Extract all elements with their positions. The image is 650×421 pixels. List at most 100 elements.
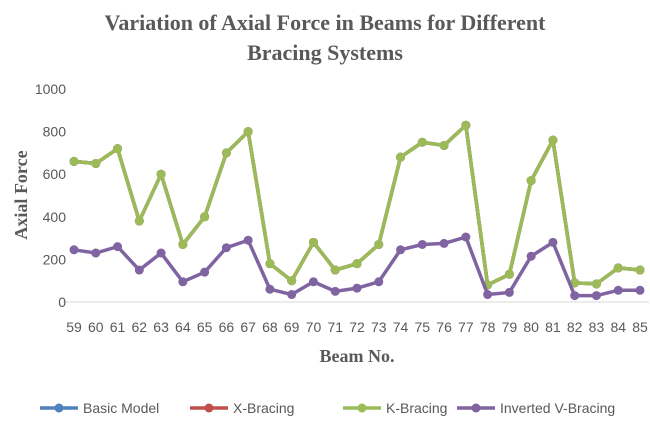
series-group [69, 120, 645, 301]
data-point-k-bracing [221, 148, 231, 158]
y-tick-label: 0 [58, 294, 66, 310]
x-tick-label: 59 [66, 319, 82, 335]
x-tick-label: 81 [545, 319, 561, 335]
data-point-inverted-v-bracing [548, 237, 558, 247]
series-inverted-v-bracing [69, 232, 645, 301]
data-point-k-bracing [243, 127, 253, 137]
data-point-k-bracing [548, 135, 558, 145]
x-tick-label: 63 [153, 319, 169, 335]
y-axis-title: Axial Force [11, 150, 31, 239]
data-point-k-bracing [287, 276, 297, 286]
data-point-inverted-v-bracing [613, 285, 623, 295]
x-tick-label: 83 [589, 319, 605, 335]
legend-label: X-Bracing [233, 400, 294, 416]
data-point-k-bracing [374, 239, 384, 249]
data-point-inverted-v-bracing [417, 239, 427, 249]
data-point-inverted-v-bracing [156, 248, 166, 258]
data-point-k-bracing [308, 237, 318, 247]
data-point-inverted-v-bracing [265, 284, 275, 294]
data-point-inverted-v-bracing [396, 245, 406, 255]
data-point-inverted-v-bracing [134, 265, 144, 275]
x-tick-label: 80 [523, 319, 539, 335]
data-point-k-bracing [265, 259, 275, 269]
y-tick-label: 600 [43, 166, 67, 182]
data-point-inverted-v-bracing [526, 251, 536, 261]
legend-label: Basic Model [83, 400, 159, 416]
legend-marker-dot [204, 403, 214, 413]
data-point-inverted-v-bracing [570, 291, 580, 301]
x-tick-label: 62 [132, 319, 148, 335]
data-point-k-bracing [439, 140, 449, 150]
data-point-inverted-v-bracing [221, 243, 231, 253]
data-point-k-bracing [613, 263, 623, 273]
x-tick-label: 85 [632, 319, 648, 335]
x-tick-label: 64 [175, 319, 191, 335]
x-tick-label: 78 [480, 319, 496, 335]
data-point-inverted-v-bracing [504, 287, 514, 297]
x-tick-label: 60 [88, 319, 104, 335]
legend-item-k-bracing: K-Bracing [343, 400, 447, 416]
chart-title: Variation of Axial Force in Beams for Di… [104, 10, 546, 65]
data-point-k-bracing [526, 176, 536, 186]
data-point-inverted-v-bracing [200, 267, 210, 277]
x-tick-label: 69 [284, 319, 300, 335]
data-point-k-bracing [200, 212, 210, 222]
x-tick-label: 84 [610, 319, 626, 335]
data-point-k-bracing [134, 216, 144, 226]
data-point-inverted-v-bracing [439, 238, 449, 248]
data-point-k-bracing [396, 152, 406, 162]
data-point-k-bracing [113, 144, 123, 154]
x-axis-title: Beam No. [320, 346, 395, 366]
legend-item-inverted-v-bracing: Inverted V-Bracing [457, 400, 615, 416]
data-point-k-bracing [178, 239, 188, 249]
data-point-inverted-v-bracing [330, 286, 340, 296]
x-tick-label: 79 [502, 319, 518, 335]
data-point-inverted-v-bracing [69, 245, 79, 255]
x-tick-label: 71 [327, 319, 343, 335]
data-point-inverted-v-bracing [287, 290, 297, 300]
x-tick-label: 74 [393, 319, 409, 335]
x-tick-label: 68 [262, 319, 278, 335]
legend-marker-dot [357, 403, 367, 413]
data-point-k-bracing [156, 169, 166, 179]
legend-marker-dot [471, 403, 481, 413]
data-point-k-bracing [69, 156, 79, 166]
data-point-k-bracing [417, 137, 427, 147]
data-point-k-bracing [635, 265, 645, 275]
data-point-inverted-v-bracing [178, 277, 188, 287]
data-point-inverted-v-bracing [91, 248, 101, 258]
y-tick-label: 200 [43, 251, 67, 267]
data-point-k-bracing [461, 120, 471, 130]
y-tick-label: 1000 [35, 81, 66, 97]
data-point-k-bracing [504, 269, 514, 279]
data-point-inverted-v-bracing [308, 277, 318, 287]
series-k-bracing [69, 120, 645, 290]
x-tick-label: 61 [110, 319, 126, 335]
data-point-inverted-v-bracing [352, 283, 362, 293]
data-point-inverted-v-bracing [483, 290, 493, 300]
legend-item-x-bracing: X-Bracing [190, 400, 294, 416]
data-point-k-bracing [591, 279, 601, 289]
legend-item-basic-model: Basic Model [40, 400, 159, 416]
x-tick-label: 76 [436, 319, 452, 335]
x-tick-label: 82 [567, 319, 583, 335]
x-axis-ticks: 59 60 61 62 63 64 65 66 67 68 69 70 71 72 73 74 75 76 77 78… [66, 319, 648, 335]
legend: Basic Model X-Bracing K-Bracing Inverted V-… [40, 400, 615, 416]
y-tick-label: 400 [43, 209, 67, 225]
x-tick-label: 65 [197, 319, 213, 335]
x-tick-label: 72 [349, 319, 365, 335]
data-point-k-bracing [330, 265, 340, 275]
data-point-inverted-v-bracing [113, 242, 123, 252]
x-tick-label: 70 [306, 319, 322, 335]
data-point-k-bracing [91, 159, 101, 169]
x-tick-label: 77 [458, 319, 474, 335]
data-point-inverted-v-bracing [243, 235, 253, 245]
y-tick-label: 800 [43, 124, 67, 140]
data-point-inverted-v-bracing [461, 232, 471, 242]
x-tick-label: 66 [219, 319, 235, 335]
data-point-inverted-v-bracing [635, 285, 645, 295]
legend-label: K-Bracing [386, 400, 447, 416]
legend-marker-dot [54, 403, 64, 413]
